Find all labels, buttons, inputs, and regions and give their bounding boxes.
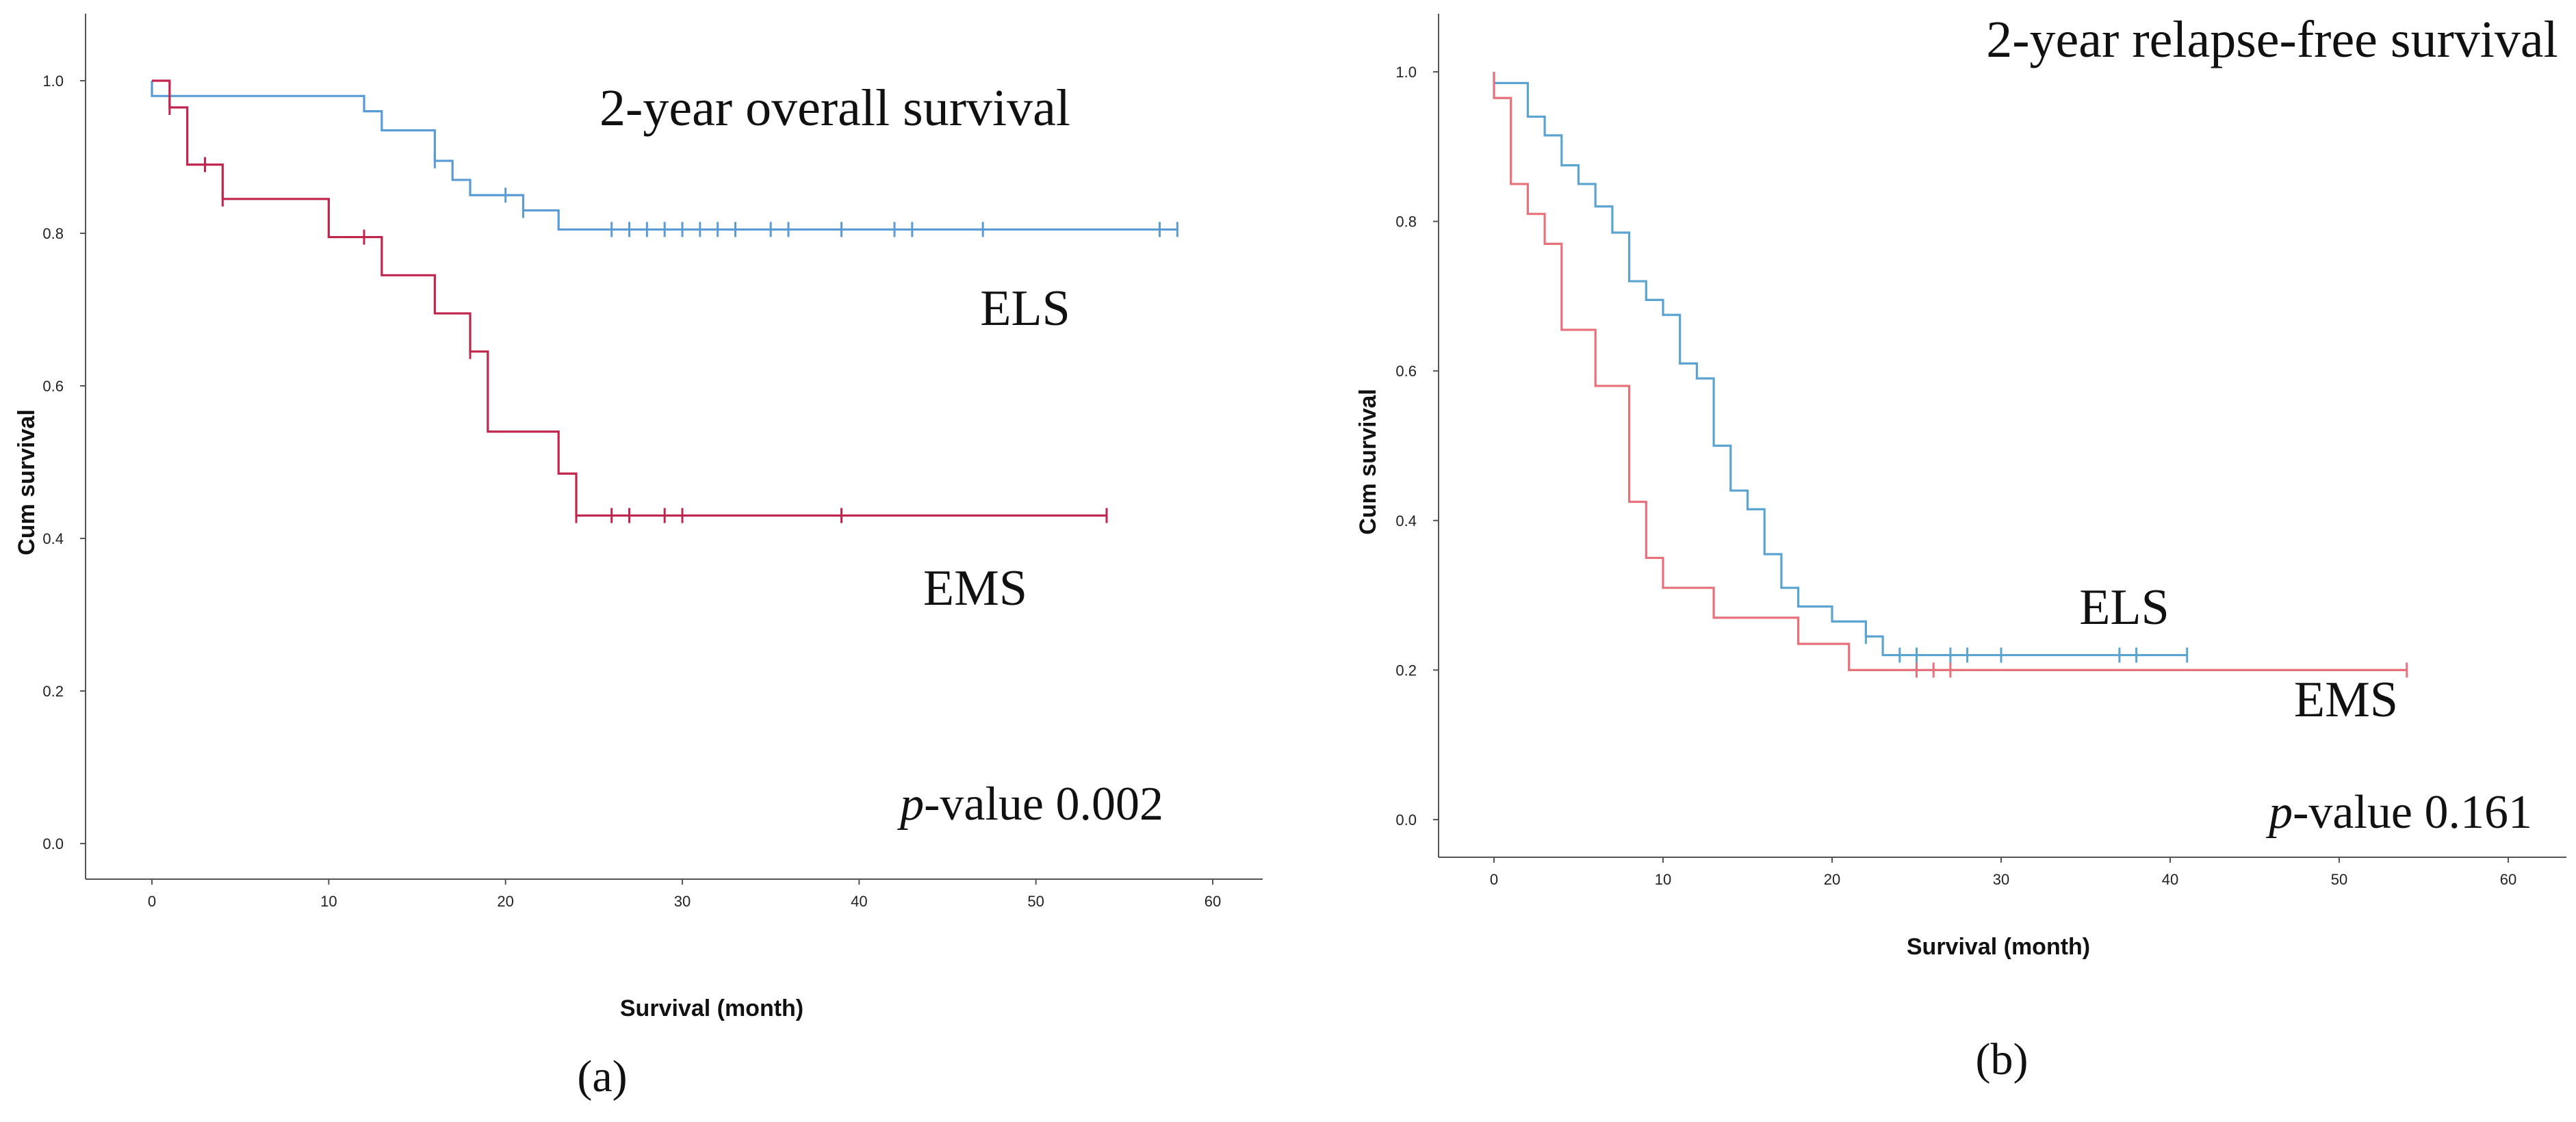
x-tick-label: 60 [2500, 871, 2516, 888]
x-tick-label: 60 [1205, 893, 1221, 910]
panel-b-chart: 0 10 20 30 40 50 60 0.0 0.2 0.4 0.6 0.8 1.0 Survival… [1355, 11, 2566, 1084]
y-tick-label: 0.6 [1395, 363, 1417, 380]
y-tick-label: 0.8 [1395, 213, 1417, 231]
y-tick-label: 0.0 [1395, 811, 1417, 829]
x-tick-label: 30 [674, 893, 691, 910]
panel-a-y-axis-title: Cum survival [14, 409, 40, 556]
y-tick-label: 0.4 [1395, 512, 1417, 530]
panel-b-axes: 0 10 20 30 40 50 60 0.0 0.2 0.4 0.6 0.8 1.0 [1395, 14, 2566, 888]
y-tick-label: 0.4 [42, 530, 64, 547]
panel-b-x-axis-title: Survival (month) [1907, 934, 2090, 960]
ems-survival-curve [1493, 72, 2407, 671]
els-survival-curve [1493, 72, 2187, 657]
x-tick-label: 20 [1824, 871, 1840, 888]
y-tick-label: 0.2 [1395, 662, 1417, 679]
y-tick-label: 0.2 [42, 683, 64, 700]
panel-a-x-axis-title: Survival (month) [620, 995, 803, 1021]
panel-a-axes: 0 10 20 30 40 50 60 0.0 0.2 0.4 0.6 0.8 1.0 [42, 14, 1263, 910]
ems-survival-curve [152, 79, 1107, 517]
panel-b-p-value-text: -value 0.161 [2293, 786, 2532, 839]
y-tick-label: 1.0 [1395, 64, 1417, 81]
panel-a-title: 2-year overall survival [600, 79, 1070, 137]
x-tick-label: 40 [851, 893, 867, 910]
panel-a-chart: 0 10 20 30 40 50 60 0.0 0.2 0.4 0.6 0.8 1.0 Survival… [14, 14, 1263, 1101]
y-tick-label: 1.0 [42, 73, 64, 90]
panel-b-y-axis-title: Cum survival [1355, 389, 1381, 535]
panel-a-p-value: p-value 0.002 [897, 778, 1163, 831]
panel-b-els-label: ELS [2079, 579, 2169, 636]
x-tick-label: 0 [148, 893, 156, 910]
x-tick-label: 0 [1490, 871, 1498, 888]
x-tick-label: 10 [320, 893, 337, 910]
panel-a-els-label: ELS [980, 280, 1070, 337]
y-tick-label: 0.0 [42, 835, 64, 852]
panel-a-label: (a) [577, 1052, 627, 1101]
x-tick-label: 10 [1655, 871, 1671, 888]
panel-a-p-value-text: -value 0.002 [924, 778, 1163, 831]
x-tick-label: 50 [1027, 893, 1044, 910]
panel-b-p-value: p-value 0.161 [2265, 786, 2532, 839]
panel-b-title: 2-year relapse-free survival [1986, 11, 2558, 68]
x-tick-label: 20 [497, 893, 513, 910]
x-tick-label: 50 [2331, 871, 2347, 888]
x-tick-label: 40 [2162, 871, 2178, 888]
panel-b-ems-label: EMS [2294, 672, 2398, 728]
els-survival-curve [151, 81, 1178, 231]
y-tick-label: 0.8 [42, 225, 64, 242]
panel-a-series [151, 79, 1178, 523]
panel-b-series [1493, 72, 2408, 678]
y-tick-label: 0.6 [42, 378, 64, 395]
x-tick-label: 30 [1993, 871, 2009, 888]
panel-b-p-symbol: p [2265, 786, 2293, 839]
panel-a-ems-label: EMS [923, 560, 1027, 616]
panel-b-label: (b) [1976, 1034, 2028, 1084]
panel-a-p-symbol: p [897, 778, 924, 831]
